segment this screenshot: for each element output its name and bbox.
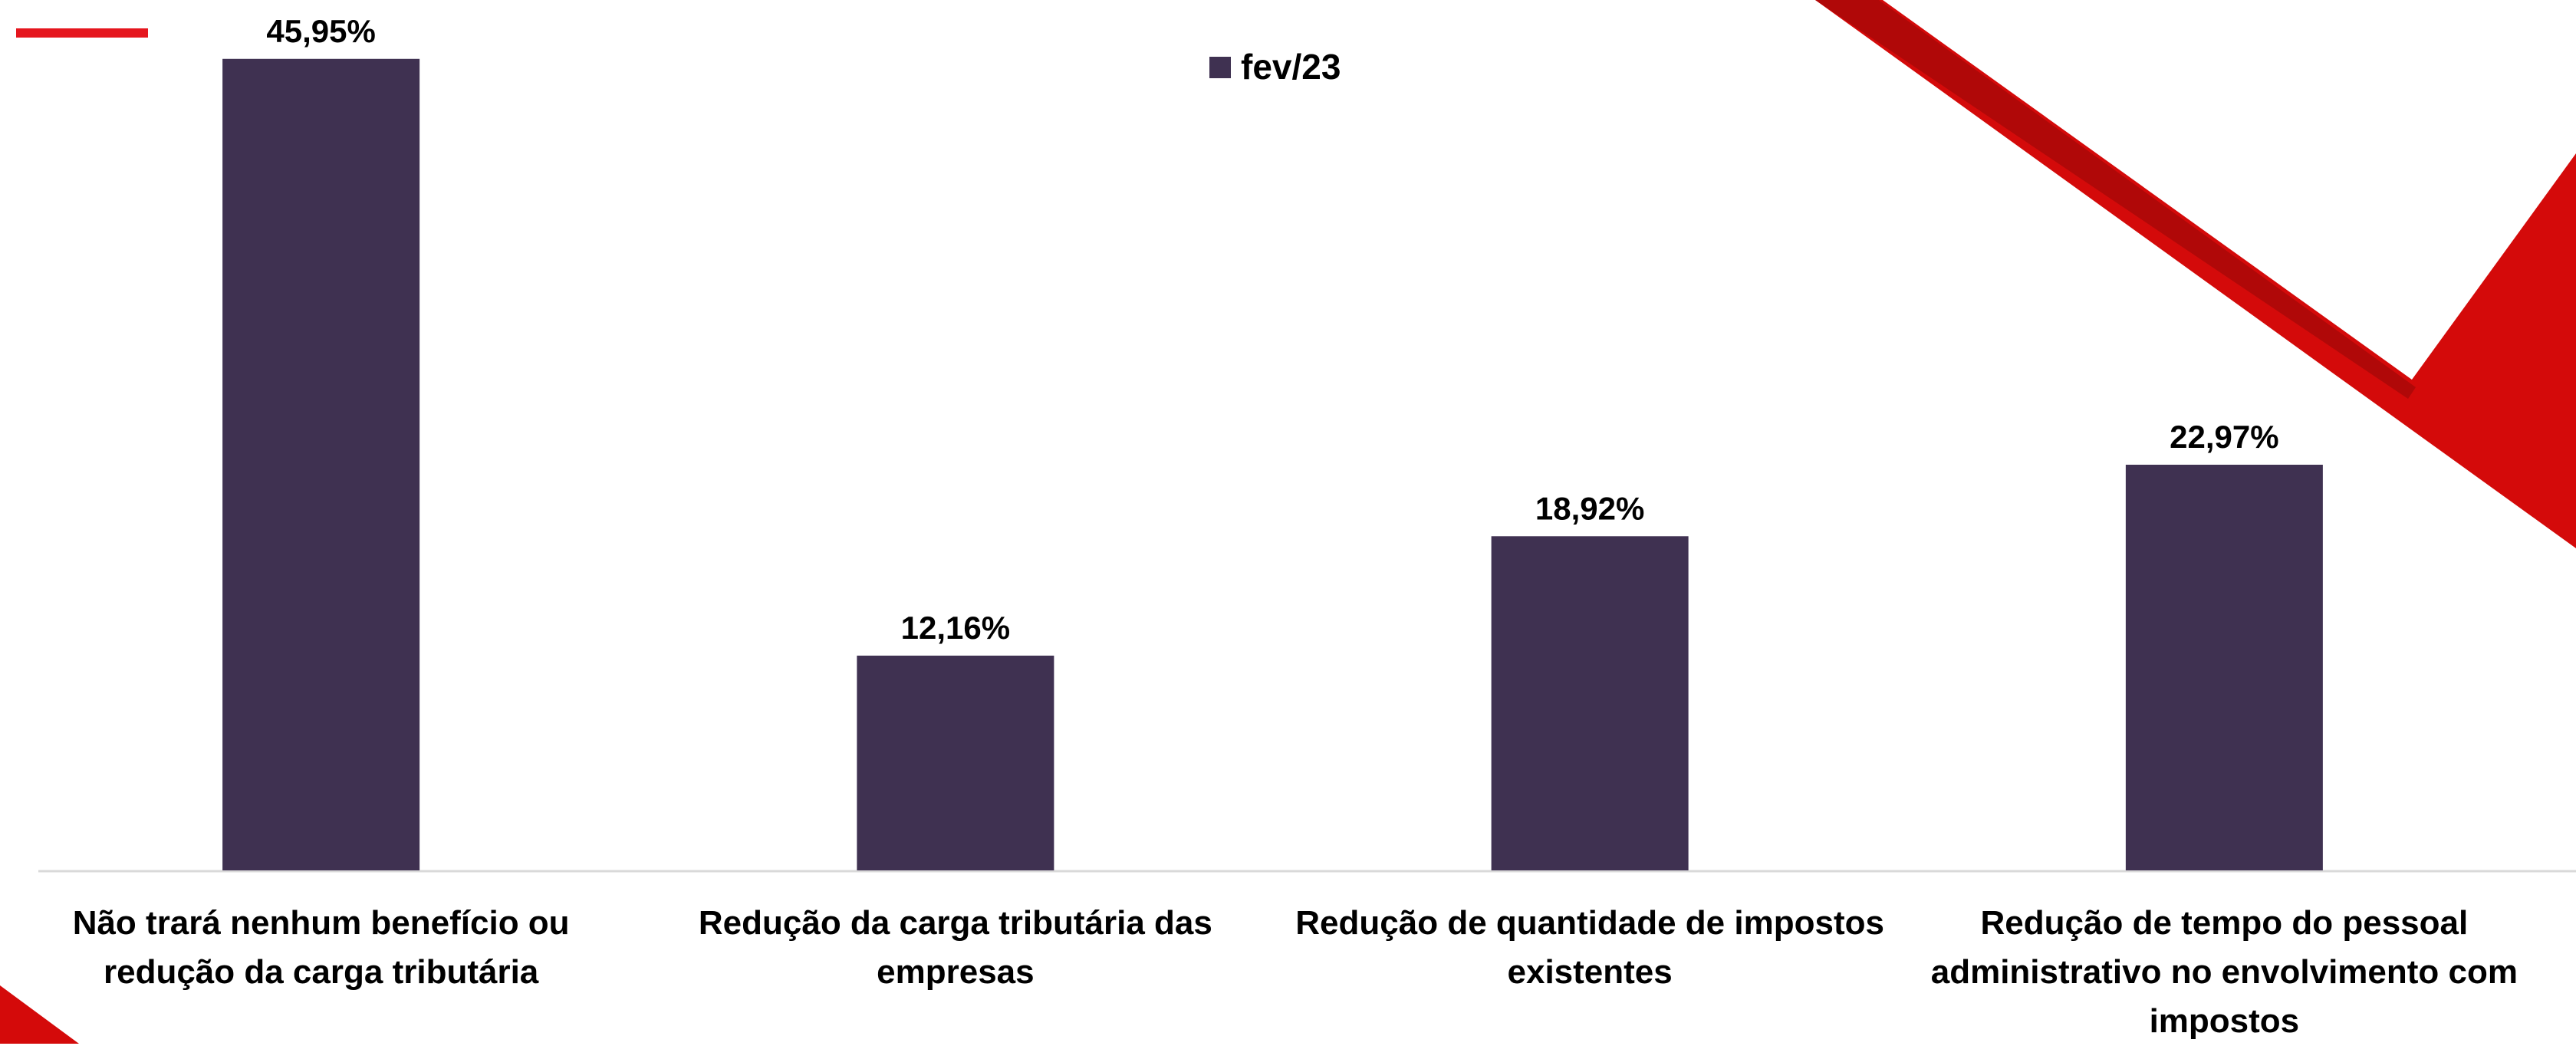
bar <box>857 655 1054 870</box>
decoration <box>1815 0 2576 548</box>
decoration <box>1815 0 2416 399</box>
decoration <box>0 985 79 1044</box>
x-tick-label: Redução de tempo do pessoal administrati… <box>1930 904 2518 1040</box>
bar <box>222 58 420 871</box>
x-tick-label: Redução da carga tributária das empresas <box>698 904 1212 991</box>
x-tick-label: Não trará nenhum benefício ou redução da… <box>72 904 570 991</box>
bar <box>2125 465 2323 870</box>
value-label: 45,95% <box>266 13 375 49</box>
bar <box>1491 536 1689 870</box>
x-tick-label: Redução de quantidade de impostos existe… <box>1295 904 1884 991</box>
value-label: 12,16% <box>901 610 1010 646</box>
legend-swatch <box>1209 57 1231 78</box>
value-label: 22,97% <box>2170 419 2278 455</box>
legend-label: fev/23 <box>1241 47 1341 87</box>
decoration <box>16 28 148 38</box>
value-label: 18,92% <box>1535 490 1644 526</box>
